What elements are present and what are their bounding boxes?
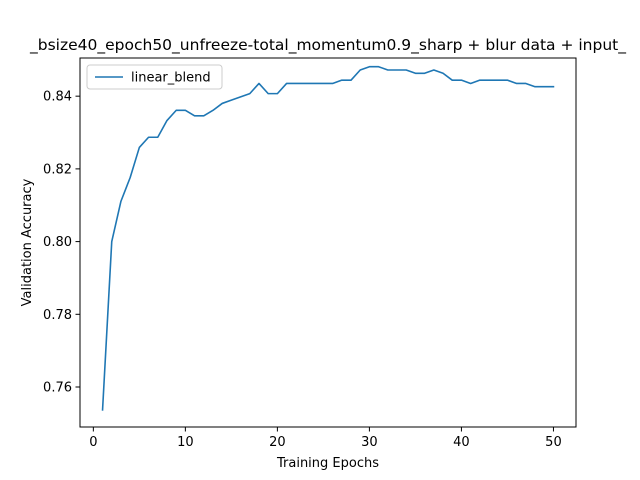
y-tick-label: 0.76 <box>43 381 72 396</box>
chart-title: _bsize40_epoch50_unfreeze-total_momentum… <box>29 36 626 55</box>
y-tick-label: 0.78 <box>43 308 72 323</box>
x-tick-label: 50 <box>545 435 562 450</box>
y-tick-label: 0.80 <box>43 235 72 250</box>
legend-box <box>86 64 223 90</box>
legend-label: linear_blend <box>131 71 211 86</box>
x-axis-ticks: 0 10 20 30 40 50 <box>89 427 562 450</box>
series-layer <box>101 65 555 411</box>
legend: linear_blend <box>86 64 223 90</box>
x-tick-label: 20 <box>269 435 286 450</box>
plot-frame <box>79 57 577 428</box>
x-tick-label: 30 <box>361 435 378 450</box>
x-tick-label: 10 <box>177 435 194 450</box>
y-axis-ticks: 0.76 0.78 0.80 0.82 0.84 <box>43 90 80 396</box>
x-axis-label: Training Epochs <box>276 456 379 471</box>
x-tick-label: 40 <box>453 435 470 450</box>
y-tick-label: 0.84 <box>43 90 72 105</box>
y-axis-label: Validation Accuracy <box>20 178 35 306</box>
series-line-linear-blend <box>101 65 555 411</box>
y-tick-label: 0.82 <box>43 162 72 177</box>
x-tick-label: 0 <box>89 435 97 450</box>
